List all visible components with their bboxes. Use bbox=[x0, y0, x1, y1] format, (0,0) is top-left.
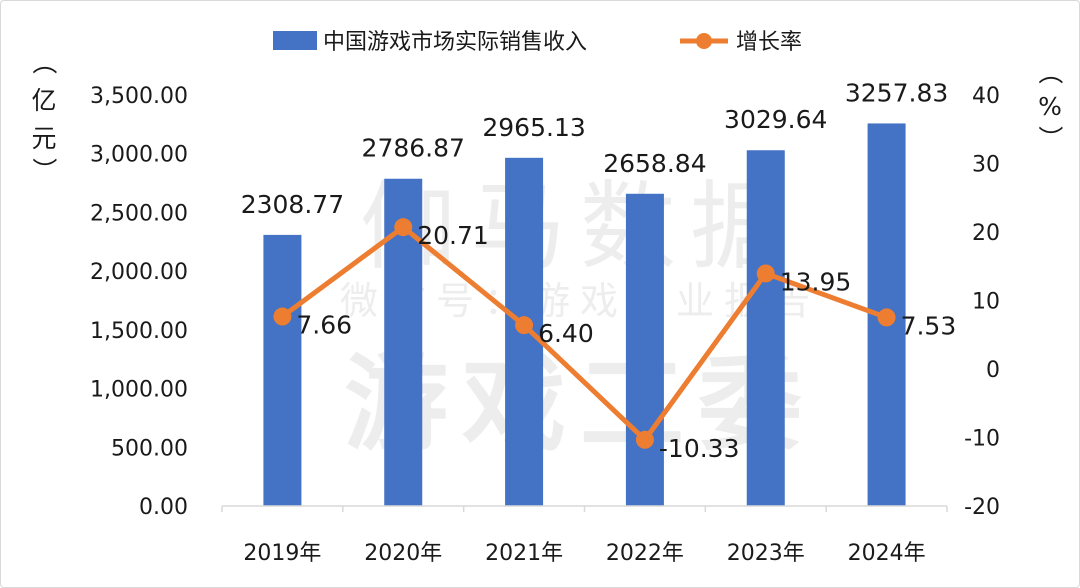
left-unit-char: 亿 bbox=[31, 86, 56, 115]
left-y-tick-label: 1,000.00 bbox=[90, 378, 188, 403]
x-tick-label: 2022年 bbox=[606, 541, 684, 566]
left-y-tick-label: 2,500.00 bbox=[90, 201, 188, 226]
right-y-tick-label: 20 bbox=[972, 221, 1000, 246]
left-y-tick-label: 3,500.00 bbox=[90, 84, 188, 109]
bar-series bbox=[263, 123, 906, 507]
legend-line-marker bbox=[696, 33, 712, 49]
right-axis-unit: （% ） bbox=[1036, 59, 1065, 150]
left-unit-char: ） bbox=[30, 157, 59, 182]
line-data-label: 6.40 bbox=[538, 319, 594, 348]
bar-data-label: 2786.87 bbox=[362, 134, 465, 163]
left-y-tick-label: 1,500.00 bbox=[90, 319, 188, 344]
right-y-tick-label: -10 bbox=[964, 427, 1000, 452]
bar-data-label: 2965.13 bbox=[482, 113, 585, 142]
left-axis-unit: （ 亿元 ） bbox=[30, 49, 59, 182]
x-tick-label: 2023年 bbox=[727, 541, 805, 566]
line-data-label: 7.53 bbox=[901, 311, 957, 340]
right-unit-char: % bbox=[1038, 92, 1062, 121]
bar-data-label: 3029.64 bbox=[724, 105, 827, 134]
right-y-tick-label: 30 bbox=[972, 153, 1000, 178]
left-y-tick-label: 0.00 bbox=[139, 495, 188, 520]
left-unit-char: 元 bbox=[31, 124, 56, 153]
line-data-labels: 7.66 20.71 6.40 -10.33 13.95 7.53 bbox=[296, 221, 956, 463]
right-y-tick-label: -20 bbox=[964, 495, 1000, 520]
x-tick-label: 2021年 bbox=[485, 541, 563, 566]
line-data-label: 20.71 bbox=[417, 221, 489, 250]
legend-bar-swatch bbox=[273, 31, 317, 50]
bar-data-labels: 2308.77 2786.87 2965.13 2658.84 3029.64 3257.… bbox=[241, 78, 949, 218]
bar-data-label: 2658.84 bbox=[603, 149, 706, 178]
growth-point bbox=[273, 307, 292, 326]
right-y-tick-label: 0 bbox=[986, 358, 1000, 383]
legend-bar-label: 中国游戏市场实际销售收入 bbox=[323, 30, 587, 55]
right-y-tick-label: 40 bbox=[972, 84, 1000, 109]
left-y-tick-label: 3,000.00 bbox=[90, 143, 188, 168]
right-unit-char: ） bbox=[1036, 125, 1065, 150]
bar-data-label: 3257.83 bbox=[845, 78, 948, 107]
growth-point bbox=[756, 264, 775, 283]
right-axis-ticks: -20 -10 0 10 20 30 40 bbox=[964, 84, 1000, 520]
line-data-label: 13.95 bbox=[780, 267, 852, 296]
line-series bbox=[273, 218, 896, 449]
line-data-label: -10.33 bbox=[659, 434, 740, 463]
x-tick-label: 2024年 bbox=[848, 541, 926, 566]
right-unit-char: （ bbox=[1036, 59, 1065, 84]
growth-point bbox=[635, 430, 654, 449]
left-axis-ticks: 0.00 500.00 1,000.00 1,500.00 2,000.00 2,500.… bbox=[90, 84, 188, 520]
growth-point bbox=[877, 308, 896, 327]
growth-line bbox=[280, 224, 888, 443]
x-tick-label: 2019年 bbox=[243, 541, 321, 566]
left-unit-char: （ bbox=[30, 49, 59, 74]
left-y-tick-label: 500.00 bbox=[111, 436, 188, 461]
legend: 中国游戏市场实际销售收入 增长率 bbox=[273, 30, 802, 55]
legend-line-label: 增长率 bbox=[736, 30, 802, 55]
line-data-label: 7.66 bbox=[296, 311, 352, 340]
x-axis-labels: 2019年 2020年 2021年 2022年 2023年 2024年 bbox=[243, 541, 925, 566]
bar bbox=[746, 150, 785, 506]
x-axis-ticks bbox=[221, 506, 948, 512]
x-tick-label: 2020年 bbox=[364, 541, 442, 566]
bar bbox=[263, 234, 302, 506]
bar bbox=[625, 193, 664, 506]
right-y-tick-label: 10 bbox=[972, 290, 1000, 315]
bar-data-label: 2308.77 bbox=[241, 190, 344, 219]
growth-point bbox=[515, 316, 534, 335]
growth-point bbox=[394, 218, 413, 237]
watermark-line-1: 伽马数据 bbox=[360, 171, 800, 283]
left-y-tick-label: 2,000.00 bbox=[90, 260, 188, 285]
